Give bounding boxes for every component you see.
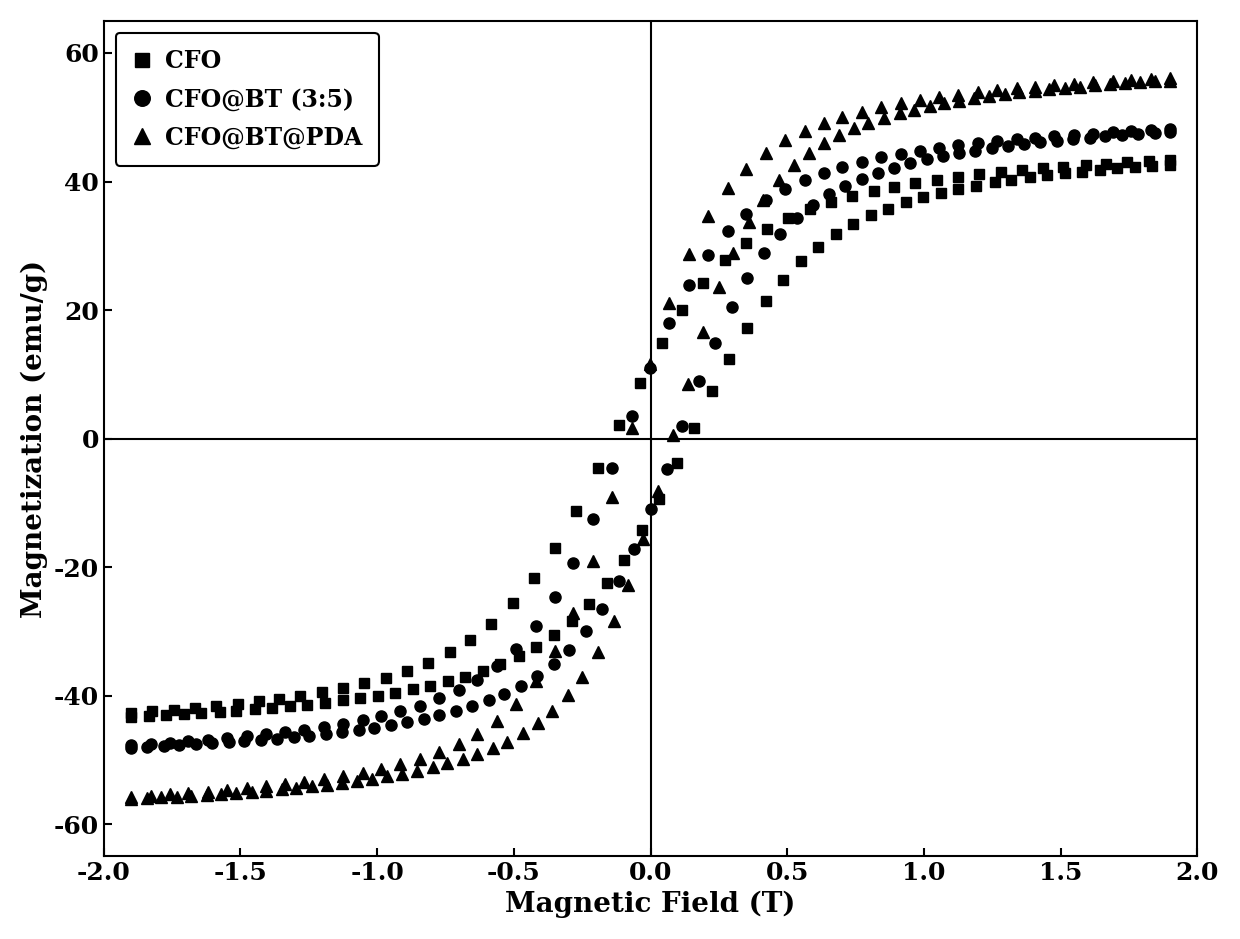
CFO@BT@PDA xyxy=(124,791,139,802)
CFO@BT@PDA xyxy=(239,783,254,794)
CFO@BT@PDA xyxy=(1047,80,1061,91)
CFO xyxy=(993,166,1008,177)
CFO xyxy=(293,690,308,701)
CFO xyxy=(930,174,945,185)
CFO@BT@PDA xyxy=(777,135,792,146)
CFO xyxy=(611,420,626,431)
CFO xyxy=(208,700,223,712)
CFO xyxy=(315,686,330,698)
CFO@BT (3:5) xyxy=(239,731,254,742)
CFO xyxy=(336,683,351,694)
CFO xyxy=(250,696,265,707)
CFO xyxy=(124,707,139,718)
CFO xyxy=(1120,157,1135,168)
Y-axis label: Magnetization (emu/g): Magnetization (emu/g) xyxy=(21,259,48,618)
CFO xyxy=(1056,161,1071,172)
CFO@BT (3:5) xyxy=(143,738,157,749)
CFO xyxy=(144,705,159,716)
CFO xyxy=(718,254,733,266)
CFO xyxy=(463,634,477,645)
CFO xyxy=(823,196,838,208)
CFO xyxy=(1142,156,1157,167)
CFO xyxy=(356,678,371,689)
CFO xyxy=(506,597,521,608)
CFO xyxy=(971,169,986,180)
CFO xyxy=(1035,162,1050,174)
CFO xyxy=(696,277,711,288)
Line: CFO@BT (3:5): CFO@BT (3:5) xyxy=(125,124,1176,750)
Line: CFO: CFO xyxy=(126,155,1176,717)
CFO@BT@PDA xyxy=(143,790,157,801)
CFO@BT@PDA xyxy=(913,94,928,105)
CFO xyxy=(760,223,775,235)
CFO@BT (3:5) xyxy=(1163,124,1178,135)
CFO xyxy=(443,647,458,658)
CFO@BT@PDA xyxy=(1163,72,1178,84)
CFO xyxy=(739,238,754,249)
CFO@BT (3:5) xyxy=(913,145,928,156)
CFO xyxy=(548,542,563,553)
CFO xyxy=(1014,164,1029,176)
CFO xyxy=(1078,160,1092,171)
CFO xyxy=(166,704,181,716)
CFO xyxy=(867,185,882,196)
CFO xyxy=(675,304,689,316)
CFO xyxy=(420,657,435,669)
CFO@BT@PDA xyxy=(970,86,985,98)
CFO xyxy=(655,337,670,348)
CFO xyxy=(231,699,246,710)
CFO xyxy=(632,377,647,389)
CFO xyxy=(378,672,393,684)
CFO@BT (3:5) xyxy=(777,183,792,194)
CFO xyxy=(802,204,817,215)
X-axis label: Magnetic Field (T): Magnetic Field (T) xyxy=(506,891,796,918)
CFO xyxy=(908,177,923,189)
CFO xyxy=(844,191,859,202)
CFO xyxy=(1163,155,1178,166)
CFO xyxy=(780,213,795,224)
CFO xyxy=(399,666,414,677)
Line: CFO@BT@PDA: CFO@BT@PDA xyxy=(125,72,1176,802)
CFO xyxy=(527,573,542,584)
CFO@BT (3:5) xyxy=(124,739,139,750)
CFO xyxy=(887,181,901,192)
Legend: CFO, CFO@BT (3:5), CFO@BT@PDA: CFO, CFO@BT (3:5), CFO@BT@PDA xyxy=(115,33,379,166)
CFO xyxy=(272,693,286,704)
CFO xyxy=(484,619,498,630)
CFO xyxy=(187,702,202,714)
CFO@BT (3:5) xyxy=(1047,131,1061,142)
CFO@BT (3:5) xyxy=(970,137,985,148)
CFO xyxy=(1099,158,1114,169)
CFO xyxy=(951,171,966,182)
CFO xyxy=(568,506,583,517)
CFO xyxy=(590,463,605,474)
